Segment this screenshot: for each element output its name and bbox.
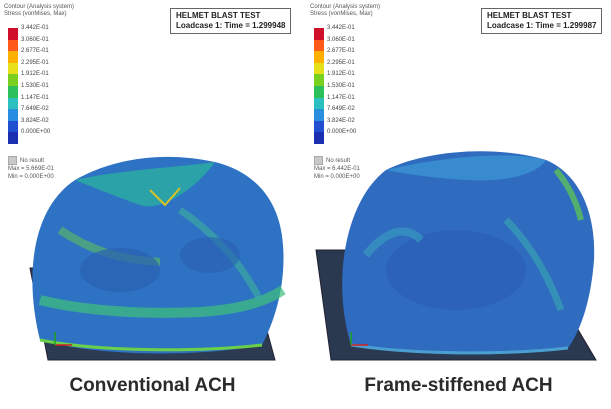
legend-swatch <box>314 51 324 63</box>
legend-row: 1.912E-01 <box>8 71 68 86</box>
legend-row: 2.677E-01 <box>314 48 374 63</box>
legend-value: 3.060E-01 <box>327 36 355 43</box>
left-result-panel: Contour (Analysis system) Stress (vonMis… <box>0 0 305 362</box>
legend-row: 0.000E+00 <box>314 129 374 144</box>
legend-row: 3.060E-01 <box>314 36 374 52</box>
legend-value: 7.649E-02 <box>327 106 355 113</box>
legend-swatch <box>8 28 18 40</box>
legend-value: 1.912E-01 <box>21 71 49 78</box>
test-title: HELMET BLAST TEST <box>487 11 572 20</box>
legend-row: 0.000E+00 <box>8 129 68 144</box>
legend-value: 3.824E-02 <box>21 117 49 124</box>
legend-swatch <box>8 74 18 86</box>
legend-swatch <box>8 39 18 52</box>
legend-row: 2.295E-01 <box>314 59 374 75</box>
min-value: Min = 0.000E+00 <box>314 174 360 180</box>
caption-frame-stiffened: Frame-stiffened ACH <box>364 375 553 396</box>
legend-value: 2.295E-01 <box>21 59 49 66</box>
no-result-label: No result <box>314 156 350 165</box>
legend-swatch <box>314 85 324 98</box>
legend-value: 1.147E-01 <box>327 94 355 101</box>
legend-value: 1.530E-01 <box>327 82 355 89</box>
legend-swatch <box>314 28 324 40</box>
contour-header: Contour (Analysis system) Stress (vonMis… <box>4 4 75 17</box>
legend-value: 0.000E+00 <box>21 129 51 136</box>
legend-value: 2.677E-01 <box>327 48 355 55</box>
legend-swatch <box>8 97 18 110</box>
contour-header: Contour (Analysis system) Stress (vonMis… <box>310 4 381 17</box>
helmet-contour-render-conventional <box>29 156 286 361</box>
legend-swatch <box>314 97 324 110</box>
legend-row: 2.677E-01 <box>8 48 68 63</box>
legend-row: 7.649E-02 <box>8 106 68 121</box>
no-result-text: No result <box>326 158 351 165</box>
legend-swatch <box>314 109 324 121</box>
legend-swatch <box>314 120 324 133</box>
legend-swatch <box>8 62 18 75</box>
test-title-box: HELMET BLAST TEST Loadcase 1: Time = 1.2… <box>170 8 292 34</box>
legend-value: 1.147E-01 <box>21 94 49 101</box>
legend-row: 3.824E-02 <box>8 117 68 133</box>
legend-value: 7.649E-02 <box>21 106 49 113</box>
legend-value: 3.442E-01 <box>327 25 355 31</box>
legend-row: 3.442E-01 <box>314 25 374 40</box>
legend-value: 2.677E-01 <box>21 48 49 55</box>
no-result-swatch <box>8 156 17 165</box>
right-result-panel: Contour (Analysis system) Stress (vonMis… <box>306 0 611 362</box>
legend-value: 0.000E+00 <box>327 129 357 136</box>
test-title-box: HELMET BLAST TEST Loadcase 1: Time = 1.2… <box>481 8 603 34</box>
loadcase-time: Loadcase 1: Time = 1.299948 <box>176 21 286 30</box>
legend-swatch <box>8 109 18 121</box>
legend-swatch <box>8 51 18 63</box>
legend-row: 7.649E-02 <box>314 106 374 121</box>
no-result-text: No result <box>20 158 45 165</box>
legend-swatch <box>314 62 324 75</box>
legend-value: 2.295E-01 <box>327 59 355 66</box>
legend-value: 3.824E-02 <box>327 117 355 124</box>
legend-row: 2.295E-01 <box>8 59 68 75</box>
test-title: HELMET BLAST TEST <box>176 11 261 20</box>
color-legend: 3.442E-01 3.060E-01 2.677E-01 2.295E-01 … <box>314 25 374 144</box>
no-result-swatch <box>314 156 323 165</box>
legend-swatch <box>8 120 18 133</box>
caption-conventional: Conventional ACH <box>69 375 236 396</box>
legend-row: 1.530E-01 <box>8 82 68 98</box>
legend-value: 3.442E-01 <box>21 25 49 31</box>
legend-row: 1.147E-01 <box>314 94 374 110</box>
legend-swatch <box>314 39 324 52</box>
legend-row: 3.060E-01 <box>8 36 68 52</box>
legend-row: 1.912E-01 <box>314 71 374 86</box>
legend-row: 3.442E-01 <box>8 25 68 40</box>
loadcase-time: Loadcase 1: Time = 1.299987 <box>487 21 597 30</box>
color-legend: 3.442E-01 3.060E-01 2.677E-01 2.295E-01 … <box>8 25 68 144</box>
helmet-contour-render-frame-stiffened <box>315 151 597 361</box>
legend-swatch <box>8 132 18 144</box>
legend-swatch <box>314 132 324 144</box>
legend-value: 1.912E-01 <box>327 71 355 78</box>
no-result-label: No result <box>8 156 44 165</box>
max-value: Max = 6.442E-01 <box>314 166 360 172</box>
legend-row: 1.530E-01 <box>314 82 374 98</box>
legend-swatch <box>314 74 324 86</box>
legend-value: 3.060E-01 <box>21 36 49 43</box>
legend-value: 1.530E-01 <box>21 82 49 89</box>
min-value: Min = 0.000E+00 <box>8 174 54 180</box>
legend-swatch <box>8 85 18 98</box>
legend-row: 3.824E-02 <box>314 117 374 133</box>
legend-row: 1.147E-01 <box>8 94 68 110</box>
max-value: Max = 5.669E-01 <box>8 166 54 172</box>
